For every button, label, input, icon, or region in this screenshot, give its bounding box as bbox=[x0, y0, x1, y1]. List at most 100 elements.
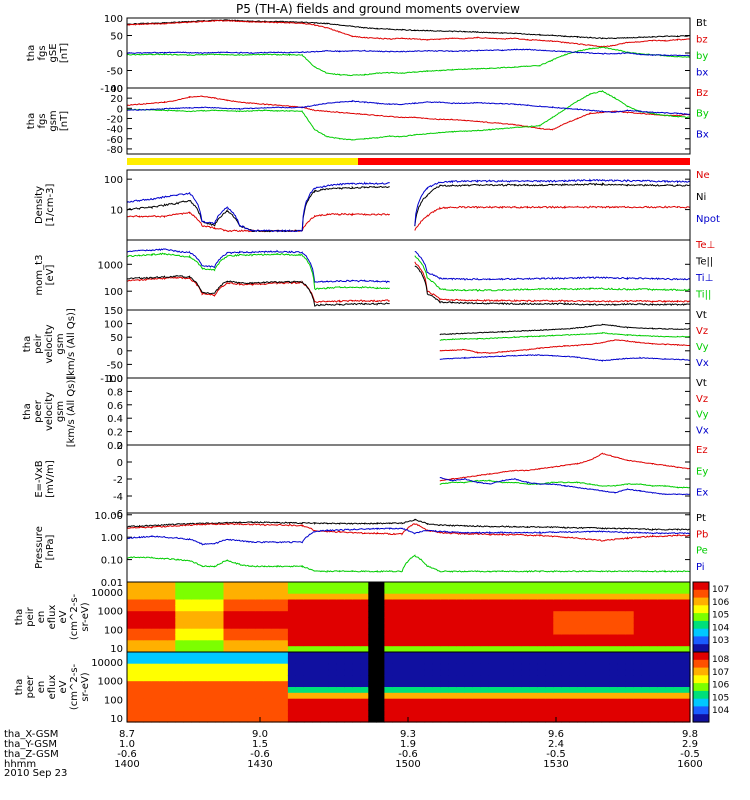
heatmap-cell bbox=[601, 716, 611, 723]
heatmap-cell bbox=[151, 593, 160, 601]
heatmap-cell bbox=[175, 587, 184, 595]
heatmap-cell bbox=[585, 593, 594, 601]
heatmap-cell bbox=[641, 663, 651, 671]
heatmap-cell bbox=[529, 687, 538, 694]
heatmap-cell bbox=[593, 698, 603, 706]
heatmap-cell bbox=[167, 681, 176, 688]
heatmap-cell bbox=[183, 628, 192, 636]
heatmap-cell bbox=[561, 692, 570, 700]
heatmap-cell bbox=[271, 710, 281, 717]
ytick-label: 0 bbox=[117, 347, 123, 358]
heatmap-cell bbox=[537, 675, 546, 682]
heatmap-cell bbox=[231, 692, 241, 700]
heatmap-cell bbox=[633, 652, 643, 659]
series-line-Vx bbox=[439, 354, 691, 362]
heatmap-cell bbox=[167, 622, 176, 630]
heatmap-cell bbox=[553, 675, 562, 682]
heatmap-cell bbox=[263, 652, 273, 659]
heatmap-cell bbox=[279, 599, 289, 606]
heatmap-cell bbox=[368, 622, 377, 630]
heatmap-cell bbox=[271, 622, 281, 630]
heatmap-cell bbox=[601, 640, 611, 647]
heatmap-cell bbox=[561, 710, 570, 717]
heatmap-cell bbox=[569, 663, 578, 671]
heatmap-cell bbox=[199, 692, 208, 700]
heatmap-cell bbox=[673, 681, 683, 688]
heatmap-cell bbox=[175, 605, 184, 612]
heatmap-cell bbox=[625, 698, 635, 706]
heatmap-cell bbox=[344, 582, 353, 589]
heatmap-cell bbox=[665, 628, 675, 636]
heatmap-cell bbox=[191, 663, 200, 671]
heatmap-cell bbox=[127, 587, 136, 595]
heatmap-cell bbox=[199, 587, 208, 595]
heatmap-cell bbox=[649, 605, 659, 612]
heatmap-cell bbox=[336, 716, 345, 723]
heatmap-cell bbox=[328, 617, 337, 624]
heatmap-cell bbox=[408, 692, 418, 700]
legend-entry: bx bbox=[696, 68, 708, 79]
heatmap-cell bbox=[601, 634, 611, 641]
heatmap-cell bbox=[175, 622, 184, 630]
heatmap-cell bbox=[569, 652, 578, 659]
series-line-Bx bbox=[126, 99, 691, 116]
heatmap-cell bbox=[215, 716, 225, 723]
heatmap-cell bbox=[593, 605, 603, 612]
heatmap-cell bbox=[255, 692, 265, 700]
heatmap-cell bbox=[633, 640, 643, 647]
heatmap-cell bbox=[448, 634, 458, 641]
heatmap-cell bbox=[127, 698, 136, 706]
heatmap-cell bbox=[641, 640, 651, 647]
heatmap-cell bbox=[529, 582, 538, 589]
heatmap-cell bbox=[263, 628, 273, 636]
heatmap-cell bbox=[569, 692, 578, 700]
heatmap-cell bbox=[432, 652, 442, 659]
heatmap-cell bbox=[480, 593, 490, 601]
ytick-label: 1000 bbox=[98, 260, 123, 271]
heatmap-cell bbox=[199, 704, 208, 711]
heatmap-cell bbox=[673, 617, 683, 624]
heatmap-cell bbox=[529, 611, 538, 618]
heatmap-cell bbox=[456, 698, 466, 706]
heatmap-cell bbox=[682, 716, 691, 723]
ytick-label: 20 bbox=[110, 94, 123, 105]
heatmap-cell bbox=[159, 675, 168, 682]
heatmap-cell bbox=[577, 669, 586, 676]
heatmap-cell bbox=[263, 675, 273, 682]
heatmap-cell bbox=[143, 710, 152, 717]
heatmap-cell bbox=[271, 593, 281, 601]
heatmap-cell bbox=[601, 663, 611, 671]
heatmap-cell bbox=[223, 652, 233, 659]
heatmap-cell bbox=[215, 617, 225, 624]
heatmap-cell bbox=[641, 617, 651, 624]
heatmap-cell bbox=[488, 687, 498, 694]
heatmap-cell bbox=[593, 634, 603, 641]
heatmap-cell bbox=[464, 704, 474, 711]
heatmap-cell bbox=[207, 698, 216, 706]
panel-ylabel: [mV/m] bbox=[45, 460, 56, 498]
heatmap-cell bbox=[328, 628, 337, 636]
heatmap-cell bbox=[255, 640, 265, 647]
heatmap-cell bbox=[440, 611, 450, 618]
heatmap-cell bbox=[320, 687, 329, 694]
ytick-label: -40 bbox=[107, 125, 123, 136]
heatmap-cell bbox=[279, 622, 289, 630]
heatmap-cell bbox=[657, 587, 667, 595]
heatmap-cell bbox=[545, 710, 554, 717]
heatmap-cell bbox=[416, 657, 426, 665]
heatmap-cell bbox=[167, 628, 176, 636]
heatmap-cell bbox=[271, 605, 281, 612]
heatmap-cell bbox=[320, 646, 329, 653]
heatmap-cell bbox=[352, 617, 361, 624]
heatmap-cell bbox=[207, 617, 216, 624]
heatmap-cell bbox=[682, 687, 691, 694]
heatmap-cell bbox=[545, 593, 554, 601]
heatmap-cell bbox=[577, 675, 586, 682]
heatmap-cell bbox=[625, 587, 635, 595]
heatmap-cell bbox=[263, 698, 273, 706]
heatmap-cell bbox=[239, 663, 249, 671]
heatmap-cell bbox=[271, 652, 281, 659]
heatmap-cell bbox=[657, 640, 667, 647]
heatmap-cell bbox=[295, 622, 305, 630]
